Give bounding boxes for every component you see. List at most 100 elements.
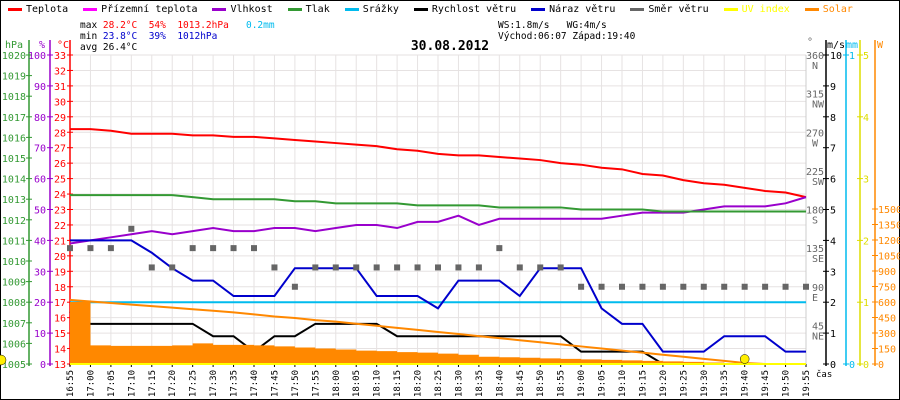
uv-tick-label: 1 [863,298,869,309]
temperature-tick-label: 19 [54,267,66,278]
x-tick-label: 18:10 [373,370,383,397]
solar-tick-label: 750 [878,283,896,294]
wind-direction-point [230,245,237,252]
wind-direction-point [394,264,401,271]
wind-direction-point [721,283,728,290]
x-tick-label: 18:35 [475,370,485,397]
temperature-tick-label: 21 [54,236,66,247]
direction-compass-label: SW [812,177,825,188]
pressure-tick-label: 1006 [2,339,26,350]
wind-direction-point [578,283,585,290]
pressure-tick-label: 1016 [2,133,26,144]
wind-direction-point [782,283,789,290]
pressure-unit-label: hPa [5,40,23,51]
series-line-n-raz-v-tru [70,239,806,353]
wind-direction-point [251,245,257,252]
solar-area [70,302,806,364]
wind-tick-label: 9 [830,82,836,93]
wind-direction-point [87,245,94,252]
pressure-tick-label: 1014 [2,175,26,186]
legend-item: Rychlost větru [413,4,516,15]
direction-compass-label: NW [812,100,825,111]
legend-item: Solar [804,4,853,15]
uv-tick-label: 0 [863,360,869,371]
x-tick-label: 19:50 [782,370,792,397]
legend-swatch [723,8,738,11]
wind-speed-max: WS:1.8m/s [498,20,550,31]
direction-unit-label: ° [807,37,813,48]
legend-item: Náraz větru [531,4,615,15]
max-temp: 28.2°C [102,20,138,31]
humidity-tick-label: 70 [34,144,46,155]
wind-direction-point [271,264,278,271]
pressure-tick-label: 1020 [2,51,26,62]
legend-swatch [287,8,302,11]
temperature-tick-label: 15 [54,329,66,340]
legend-swatch [630,8,645,11]
legend-item: Směr větru [630,4,709,15]
wind-direction-point [373,264,380,271]
x-tick-label: 18:05 [352,370,362,397]
x-tick-label: 18:20 [414,370,424,397]
pressure-tick-label: 1013 [2,195,26,206]
wind-tick-label: 1 [830,329,836,340]
x-tick-label: 17:05 [107,370,117,397]
temperature-tick-label: 22 [54,221,66,232]
wind-direction-point [189,245,196,252]
legend-swatch [212,8,227,11]
pressure-tick-label: 1018 [2,92,26,103]
legend: Teplota Přízemní teplota Vlhkost Tlak Srážky… [8,4,853,15]
x-tick-label: 18:25 [434,370,444,397]
temperature-tick-label: 26 [54,159,66,170]
x-tick-label: 18:45 [516,370,526,397]
wind-tick-label: 0 [830,360,836,371]
pressure-tick-label: 1007 [2,319,26,330]
x-tick-label: 19:10 [618,370,628,397]
direction-tick-label: 315 [806,90,824,101]
solar-tick-label: 600 [878,298,896,309]
legend-swatch [531,8,546,11]
temperature-tick-label: 23 [54,206,66,217]
temperature-tick-label: 25 [54,175,66,186]
humidity-tick-label: 60 [34,175,46,186]
pressure-tick-label: 1015 [2,154,26,165]
x-tick-label: 19:55 [802,370,812,397]
x-tick-label: 18:00 [332,370,342,397]
x-tick-label: 17:10 [127,370,137,397]
wind-direction-point [557,264,564,271]
pressure-tick-label: 1012 [2,216,26,227]
series-line-teplota [70,128,807,199]
rain-tick-label: 1 [849,51,855,62]
legend-item: Vlhkost [212,4,273,15]
x-tick-label: 19:40 [741,370,751,397]
legend-item: UV index [723,4,790,15]
solar-tick-label: 1050 [878,252,900,263]
rain-unit-label: mm [846,40,858,51]
wind-direction-point [741,283,748,290]
series-line-tlak [70,194,806,213]
wind-direction-point [475,264,482,271]
solar-tick-label: 1200 [878,236,900,247]
pressure-tick-label: 1011 [2,236,26,247]
pressure-tick-label: 1005 [2,360,26,371]
solar-tick-label: 0 [878,360,884,371]
x-tick-label: 17:45 [270,370,280,397]
temperature-tick-label: 28 [54,128,66,139]
solar-tick-label: 1350 [878,221,900,232]
humidity-tick-label: 40 [34,236,46,247]
humidity-tick-label: 10 [34,329,46,340]
legend-label: Náraz větru [549,4,616,15]
x-axis-label: čas [816,369,832,380]
legend-label: Směr větru [648,4,709,15]
wind-gust-max: WG:4m/s [566,20,607,31]
wind-direction-point [312,264,319,271]
x-tick-label: 19:45 [761,370,771,397]
direction-tick-label: 45 [812,321,824,332]
temperature-tick-label: 13 [54,360,66,371]
x-tick-label: 19:35 [720,370,730,397]
direction-tick-label: 270 [806,128,824,139]
wind-unit-label: m/s [827,40,845,51]
x-tick-label: 17:55 [311,370,321,397]
temperature-tick-label: 31 [54,82,66,93]
wind-direction-point [496,245,503,252]
